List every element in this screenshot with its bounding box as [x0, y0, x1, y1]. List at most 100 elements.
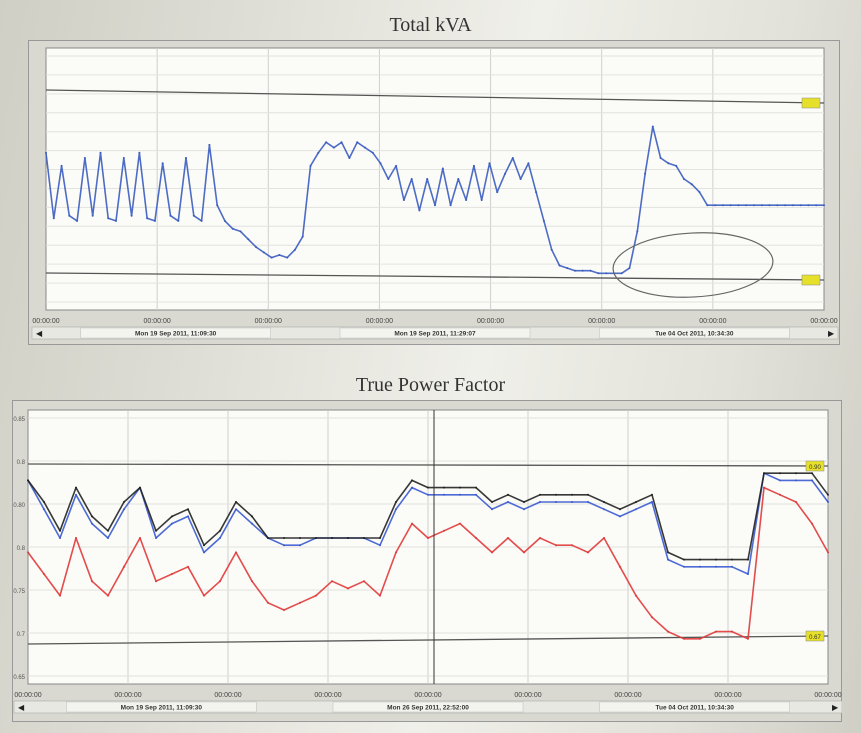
data-point: [411, 479, 413, 482]
nav-prev-arrow: ◀: [36, 329, 43, 338]
data-point: [443, 486, 445, 489]
data-point: [635, 501, 637, 503]
data-point: [779, 472, 781, 475]
threshold-line: [27, 635, 829, 645]
data-point: [443, 493, 445, 496]
data-point: [185, 157, 187, 159]
data-point: [315, 594, 317, 597]
data-point: [59, 537, 61, 539]
data-point: [729, 204, 732, 207]
data-point: [519, 178, 522, 180]
x-tick-label: 00:00:00: [514, 692, 541, 699]
data-point: [659, 157, 662, 159]
data-point: [27, 551, 29, 554]
data-point: [581, 269, 584, 272]
data-point: [219, 580, 221, 583]
data-point: [138, 151, 141, 154]
data-point: [123, 501, 125, 503]
threshold-line: [27, 463, 829, 467]
y-tick-label: 0.7: [17, 632, 26, 638]
data-point: [449, 204, 452, 207]
data-point: [620, 272, 623, 275]
data-point: [155, 529, 157, 532]
data-point: [99, 151, 102, 154]
data-point: [475, 493, 477, 496]
data-point: [43, 573, 45, 575]
data-point: [231, 227, 234, 230]
data-point: [706, 204, 709, 207]
data-point: [763, 472, 765, 475]
data-point: [203, 551, 205, 554]
pf-chart: 00:00:00 00:00:00 00:00:00 00:00:00 00:00:00…: [12, 400, 842, 722]
timestamp-label: Tue 04 Oct 2011, 10:34:30: [656, 705, 735, 712]
data-point: [763, 486, 765, 489]
data-point: [699, 637, 701, 640]
data-point: [75, 537, 77, 539]
data-point: [379, 162, 382, 165]
data-point: [571, 544, 573, 547]
data-point: [235, 551, 237, 554]
x-tick-label: 00:00:00: [614, 692, 641, 699]
data-point: [683, 637, 685, 640]
data-point: [827, 493, 829, 496]
data-point: [155, 537, 157, 539]
data-point: [317, 151, 320, 154]
data-point: [278, 254, 281, 256]
data-point: [811, 472, 813, 475]
data-point: [795, 501, 797, 503]
x-tick-label: 00:00:00: [255, 318, 282, 325]
data-point: [443, 529, 445, 532]
data-point: [331, 580, 333, 583]
data-point: [187, 508, 189, 511]
data-point: [491, 508, 493, 511]
x-tick-label: 00:00:00: [699, 318, 726, 325]
data-point: [68, 214, 71, 217]
data-point: [699, 558, 701, 561]
data-point: [605, 272, 608, 275]
data-point: [675, 164, 678, 167]
data-point: [216, 204, 219, 207]
data-point: [395, 501, 397, 503]
y-tick-label: 0.75: [13, 589, 25, 595]
data-point: [139, 537, 141, 539]
data-point: [75, 493, 77, 496]
plot-area: [45, 47, 825, 311]
data-point: [815, 204, 818, 207]
y-tick-label: 0.65: [13, 675, 25, 681]
data-point: [539, 493, 541, 496]
data-point: [283, 609, 285, 611]
data-point: [294, 248, 296, 251]
data-point: [603, 501, 605, 503]
timestamp-box: [332, 701, 524, 713]
x-tick-label: 00:00:00: [714, 692, 741, 699]
data-point: [747, 637, 749, 640]
data-point: [753, 204, 755, 207]
data-point: [347, 537, 349, 539]
data-point: [301, 235, 304, 238]
data-point: [628, 267, 631, 270]
data-point: [123, 508, 125, 511]
data-point: [823, 204, 825, 207]
data-point: [411, 486, 413, 489]
data-point: [59, 594, 61, 597]
data-point: [587, 501, 589, 503]
data-point: [239, 230, 242, 233]
data-point: [566, 267, 569, 270]
data-point: [83, 157, 86, 159]
data-point: [363, 537, 365, 539]
data-point: [107, 217, 110, 220]
data-point: [219, 529, 221, 532]
data-point: [699, 565, 701, 568]
data-point: [715, 630, 717, 633]
data-point: [683, 565, 685, 568]
data-point: [283, 537, 285, 539]
data-point: [161, 162, 164, 165]
x-tick-label: 00:00:00: [477, 318, 504, 325]
data-point: [811, 479, 813, 482]
data-point: [410, 178, 413, 180]
data-point: [171, 522, 173, 525]
data-point: [76, 219, 79, 222]
data-point: [139, 486, 141, 489]
threshold-label: 0.67: [809, 635, 821, 641]
data-point: [737, 204, 740, 207]
